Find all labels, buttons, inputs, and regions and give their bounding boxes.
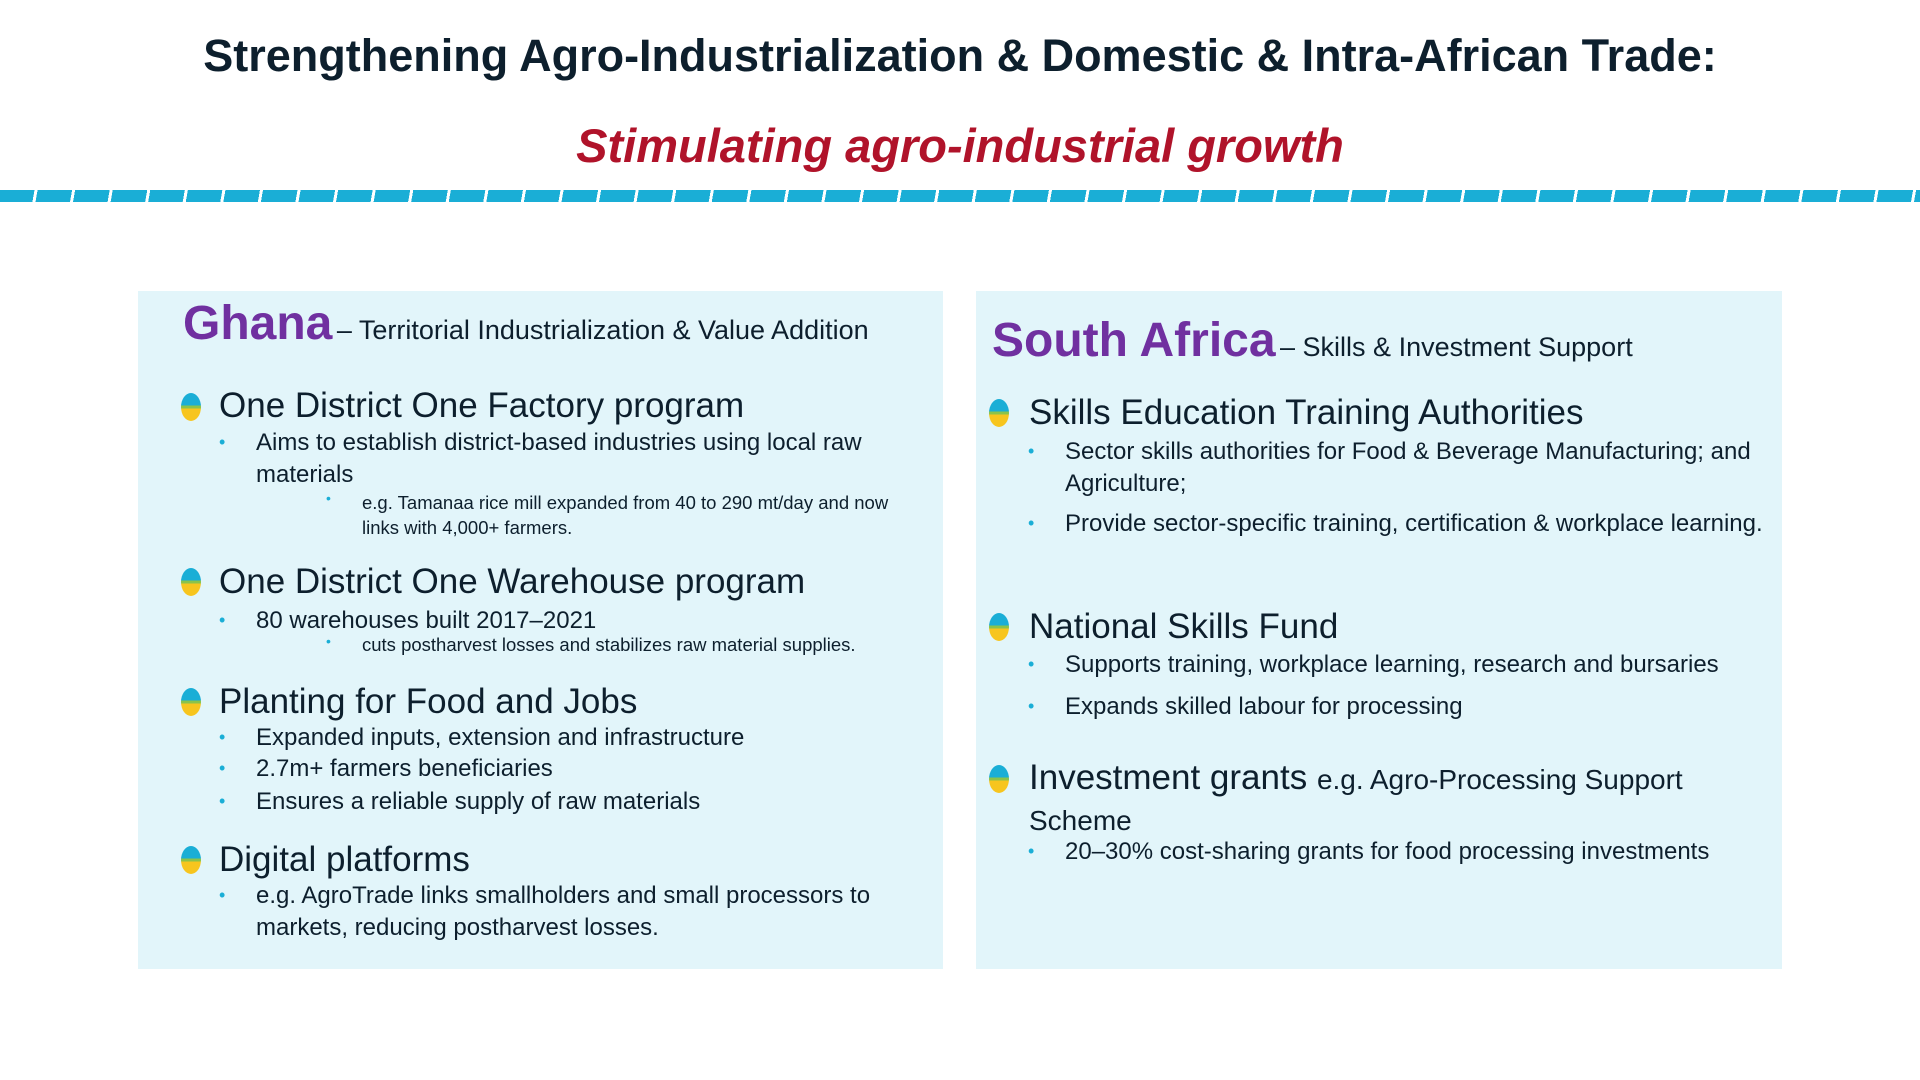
- bullet-dot-icon: •: [1028, 696, 1035, 716]
- bullet-text: Expands skilled labour for processing: [1065, 693, 1463, 720]
- program-title: One District One Warehouse program: [219, 562, 806, 601]
- bullet-icon: [181, 568, 201, 596]
- bullet-dot-icon: •: [1028, 654, 1035, 674]
- bullet-dot-icon: •: [219, 791, 226, 811]
- bullet-icon: [989, 399, 1009, 427]
- bullet-icon: [989, 765, 1009, 793]
- bullet-text: Sector skills authorities for Food & Bev…: [1065, 438, 1751, 497]
- bullet-dot-icon: •: [1028, 513, 1035, 533]
- bullet-dot-icon: •: [326, 633, 331, 649]
- decorative-pattern-band: [0, 190, 1920, 202]
- bullet-text: 2.7m+ farmers beneficiaries: [256, 755, 553, 782]
- country-subtitle: – Territorial Industrialization & Value …: [336, 315, 869, 345]
- bullet-dot-icon: •: [219, 727, 226, 747]
- bullet-dot-icon: •: [1028, 441, 1035, 461]
- country-name: Ghana: [183, 297, 333, 350]
- bullet-icon: [181, 846, 201, 874]
- bullet-text: e.g. AgroTrade links smallholders and sm…: [256, 882, 871, 941]
- program-title: National Skills Fund: [1029, 607, 1339, 646]
- bullet-text: Aims to establish district-based industr…: [256, 429, 862, 488]
- bullet-text: Ensures a reliable supply of raw materia…: [256, 788, 701, 815]
- slide-title: Strengthening Agro-Industrialization & D…: [203, 30, 1717, 81]
- program-title: Digital platforms: [219, 840, 470, 879]
- bullet-dot-icon: •: [219, 610, 226, 630]
- ghana-panel: [138, 291, 943, 969]
- program-title: Skills Education Training Authorities: [1029, 393, 1584, 432]
- bullet-dot-icon: •: [219, 432, 226, 452]
- program-title-text: Investment grants: [1029, 758, 1308, 797]
- south-africa-heading: South Africa – Skills & Investment Suppo…: [992, 313, 1633, 368]
- bullet-dot-icon: •: [1028, 841, 1035, 861]
- bullet-text: Supports training, workplace learning, r…: [1065, 651, 1719, 678]
- program-title: One District One Factory program: [219, 386, 745, 425]
- south-africa-panel: [976, 291, 1782, 969]
- country-subtitle: – Skills & Investment Support: [1280, 332, 1633, 362]
- bullet-icon: [989, 613, 1009, 641]
- bullet-icon: [181, 393, 201, 421]
- bullet-dot-icon: •: [326, 490, 331, 506]
- country-name: South Africa: [992, 314, 1276, 367]
- bullet-text: Provide sector-specific training, certif…: [1065, 510, 1763, 537]
- program-title: Planting for Food and Jobs: [219, 682, 638, 721]
- bullet-text: 20–30% cost-sharing grants for food proc…: [1065, 838, 1710, 865]
- program-title: Investment grants e.g. Agro-Processing S…: [1029, 758, 1774, 840]
- ghana-heading: Ghana – Territorial Industrialization & …: [183, 296, 869, 351]
- sub-bullet-text: cuts postharvest losses and stabilizes r…: [362, 634, 856, 655]
- bullet-icon: [181, 688, 201, 716]
- bullet-dot-icon: •: [219, 885, 226, 905]
- slide-subtitle: Stimulating agro-industrial growth: [576, 119, 1344, 172]
- bullet-text: 80 warehouses built 2017–2021: [256, 607, 597, 634]
- program-title-example: e.g. Agro-Processing Support Scheme: [1029, 764, 1683, 836]
- bullet-dot-icon: •: [219, 758, 226, 778]
- sub-bullet-text: e.g. Tamanaa rice mill expanded from 40 …: [362, 492, 889, 538]
- bullet-text: Expanded inputs, extension and infrastru…: [256, 724, 745, 751]
